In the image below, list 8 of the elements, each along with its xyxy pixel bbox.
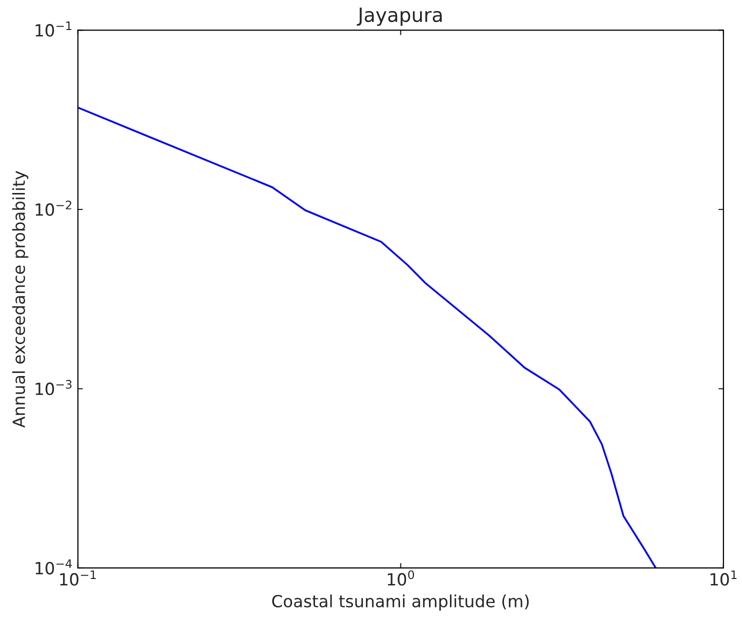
y-axis-title: Annual exceedance probability bbox=[12, 170, 28, 428]
x-tick-label: 10$^{1}$ bbox=[710, 570, 736, 586]
y-tick-label: 10$^{−2}$ bbox=[36, 200, 72, 216]
x-tick-label: 10$^{0}$ bbox=[388, 570, 414, 586]
y-tick-label: 10$^{−1}$ bbox=[36, 22, 72, 37]
y-tick-label: 10$^{−3}$ bbox=[36, 380, 72, 396]
x-axis-title: Coastal tsunami amplitude (m) bbox=[272, 594, 529, 611]
chart-title: Jayapura bbox=[356, 8, 442, 26]
